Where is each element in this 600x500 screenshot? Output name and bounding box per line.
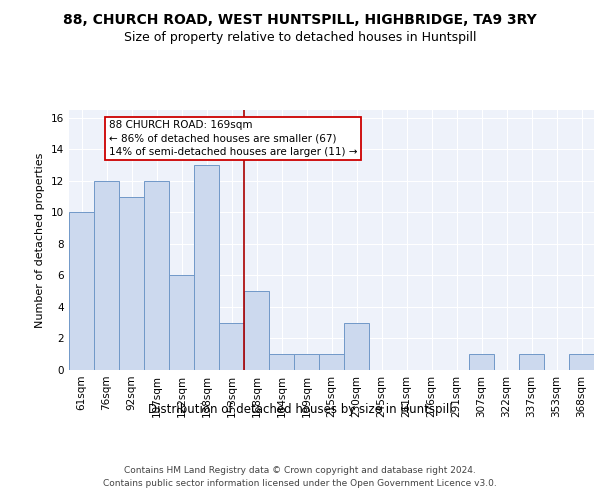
Bar: [169, 276, 194, 370]
Bar: [69, 212, 94, 370]
Bar: [319, 354, 344, 370]
Bar: [219, 322, 244, 370]
Y-axis label: Number of detached properties: Number of detached properties: [35, 152, 46, 328]
Text: Distribution of detached houses by size in Huntspill: Distribution of detached houses by size …: [148, 402, 452, 415]
Bar: [269, 354, 294, 370]
Bar: [94, 181, 119, 370]
Text: 88 CHURCH ROAD: 169sqm
← 86% of detached houses are smaller (67)
14% of semi-det: 88 CHURCH ROAD: 169sqm ← 86% of detached…: [109, 120, 358, 156]
Text: 88, CHURCH ROAD, WEST HUNTSPILL, HIGHBRIDGE, TA9 3RY: 88, CHURCH ROAD, WEST HUNTSPILL, HIGHBRI…: [63, 12, 537, 26]
Bar: [344, 322, 369, 370]
Bar: [519, 354, 544, 370]
Bar: [194, 165, 219, 370]
Text: Size of property relative to detached houses in Huntspill: Size of property relative to detached ho…: [124, 31, 476, 44]
Bar: [144, 181, 169, 370]
Bar: [244, 291, 269, 370]
Bar: [469, 354, 494, 370]
Bar: [294, 354, 319, 370]
Bar: [569, 354, 594, 370]
Text: Contains HM Land Registry data © Crown copyright and database right 2024.
Contai: Contains HM Land Registry data © Crown c…: [103, 466, 497, 487]
Bar: [119, 196, 144, 370]
